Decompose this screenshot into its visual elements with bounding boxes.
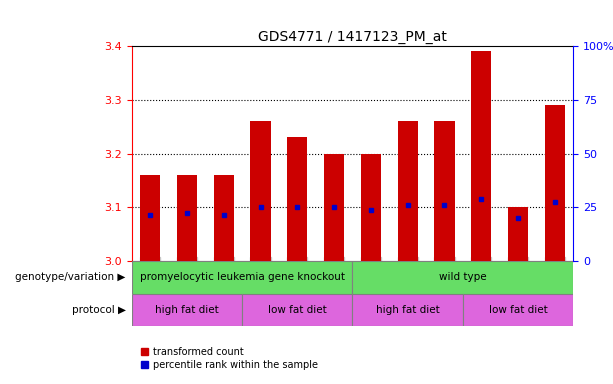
Bar [545, 105, 565, 261]
Bar [352, 294, 463, 326]
Text: wild type: wild type [439, 272, 487, 283]
Text: low fat diet: low fat diet [489, 305, 547, 315]
Legend: transformed count, percentile rank within the sample: transformed count, percentile rank withi… [137, 343, 322, 374]
Bar [242, 294, 352, 326]
Text: low fat diet: low fat diet [268, 305, 327, 315]
Bar [140, 175, 161, 261]
Text: high fat diet: high fat diet [376, 305, 440, 315]
Bar [471, 51, 492, 261]
Bar [352, 261, 573, 294]
Text: high fat diet: high fat diet [155, 305, 219, 315]
Bar [435, 121, 455, 261]
Bar [287, 137, 308, 261]
Text: promyelocytic leukemia gene knockout: promyelocytic leukemia gene knockout [140, 272, 345, 283]
Bar [361, 154, 381, 261]
Title: GDS4771 / 1417123_PM_at: GDS4771 / 1417123_PM_at [258, 30, 447, 44]
Bar [508, 207, 528, 261]
Bar [398, 121, 418, 261]
Bar [324, 154, 345, 261]
Text: genotype/variation ▶: genotype/variation ▶ [15, 272, 126, 283]
Bar [177, 175, 197, 261]
Text: protocol ▶: protocol ▶ [72, 305, 126, 315]
Bar [251, 121, 271, 261]
Bar [132, 294, 242, 326]
Bar [132, 261, 352, 294]
Bar [214, 175, 234, 261]
Bar [463, 294, 573, 326]
